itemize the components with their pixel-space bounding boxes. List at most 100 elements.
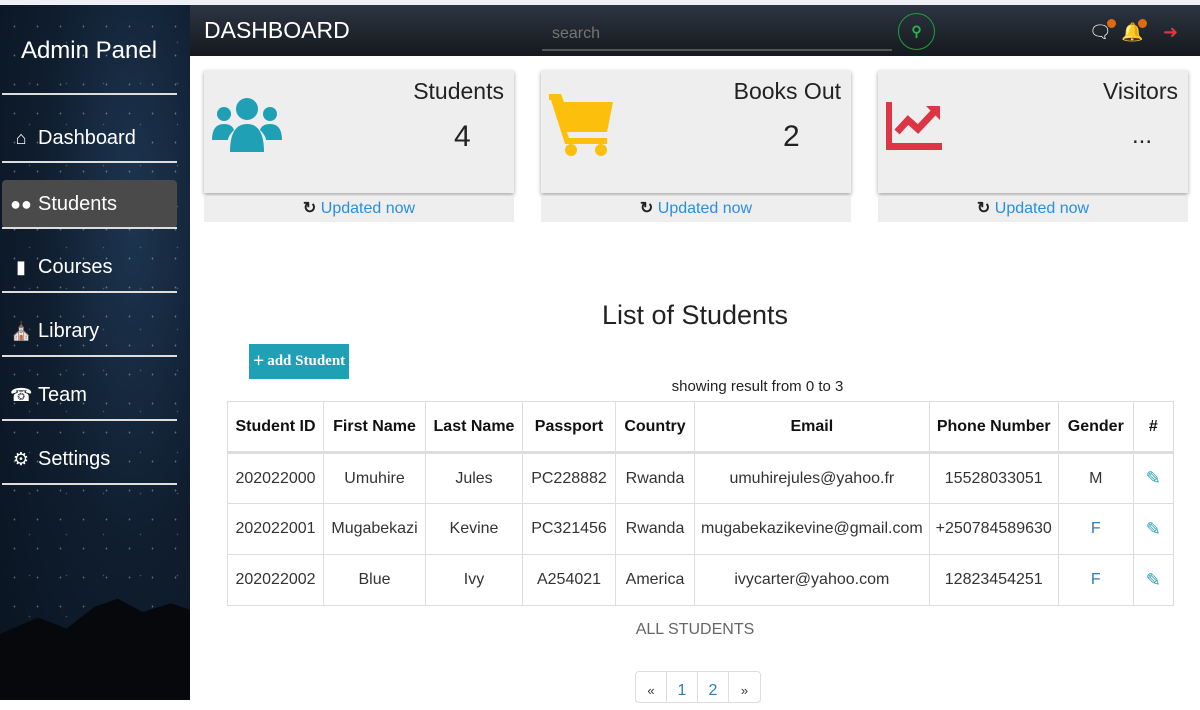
messages-button[interactable]: 🗨 (1089, 19, 1116, 43)
bell-icon: 🔔 (1121, 22, 1144, 42)
all-students-link[interactable]: ALL STUDENTS (635, 621, 755, 638)
column-header: Email (694, 401, 930, 454)
sidebar-item-courses[interactable]: ▮ Courses (2, 227, 177, 293)
result-count: showing result from 0 to 3 (671, 378, 844, 395)
refresh-icon: ↻ (639, 200, 654, 217)
book-icon: ▮ (16, 256, 26, 277)
search-input[interactable] (542, 18, 892, 51)
headset-icon: ☎ (10, 384, 33, 405)
users-icon: ●● (10, 193, 32, 214)
top-bar: DASHBOARD ⚲ 🗨 🔔 ➜ (190, 5, 1200, 56)
table-cell: 202022002 (227, 554, 324, 606)
edit-icon: ✎ (1145, 569, 1161, 590)
stat-footer: ↻ Updated now (878, 196, 1188, 222)
table-cell: 202022000 (227, 452, 324, 504)
table-cell: A254021 (522, 554, 616, 606)
sidebar: Admin Panel ⌂ Dashboard ●● Students ▮ Cours… (0, 5, 190, 700)
sidebar-item-label: Courses (38, 255, 113, 278)
edit-button[interactable]: ✎ (1132, 554, 1174, 606)
column-header: Gender (1057, 401, 1134, 454)
column-header: Student ID (227, 401, 324, 454)
edit-button[interactable]: ✎ (1132, 503, 1174, 555)
users-icon (212, 98, 282, 152)
updated-link[interactable]: Updated now (994, 200, 1090, 217)
column-header: Last Name (425, 401, 523, 454)
table-cell: Rwanda (615, 452, 695, 504)
stat-card-students: Students 4 (204, 70, 514, 193)
table-cell: Jules (425, 452, 523, 504)
brand-title: Admin Panel (20, 37, 158, 64)
table-cell: ivycarter@yahoo.com (694, 554, 930, 606)
list-title: List of Students (601, 300, 789, 330)
sidebar-item-label: Students (38, 192, 117, 215)
pagination: « 1 2 » (635, 671, 761, 703)
stat-footer: ↻ Updated now (204, 196, 514, 222)
table-cell: PC321456 (522, 503, 616, 555)
stat-label: Students (413, 78, 504, 104)
table-cell: 12823454251 (928, 554, 1059, 606)
notification-dot (1106, 19, 1116, 28)
home-icon: ⌂ (15, 127, 27, 148)
stat-label: Visitors (1103, 78, 1178, 104)
table-cell: umuhirejules@yahoo.fr (694, 452, 930, 504)
page-2[interactable]: 2 (698, 672, 729, 702)
sidebar-item-dashboard[interactable]: ⌂ Dashboard (2, 93, 177, 163)
browser-strip (0, 0, 1200, 5)
sidebar-item-settings[interactable]: ⚙ Settings (2, 421, 177, 485)
search-icon: ⚲ (911, 23, 922, 39)
gears-icon: ⚙ (12, 448, 30, 469)
stat-footer: ↻ Updated now (541, 196, 851, 222)
column-header: Phone Number (928, 401, 1059, 454)
sidebar-item-label: Library (38, 319, 100, 342)
chart-line-icon (886, 102, 942, 150)
table-cell: 15528033051 (928, 452, 1059, 504)
stat-label: Books Out (733, 78, 841, 104)
notification-dot (1138, 19, 1148, 28)
table-cell: Umuhire (323, 452, 426, 504)
table-cell: F (1057, 503, 1134, 555)
chat-icon: 🗨 (1089, 22, 1112, 42)
sidebar-item-label: Team (38, 383, 87, 406)
next-page[interactable]: » (740, 683, 749, 698)
stat-card-books-out: Books Out 2 (541, 70, 851, 193)
cart-icon (549, 94, 613, 156)
prev-page[interactable]: « (636, 672, 667, 702)
edit-icon: ✎ (1145, 518, 1161, 539)
updated-link[interactable]: Updated now (320, 200, 416, 217)
add-student-button[interactable]: + add Student (249, 344, 349, 379)
stat-value: 4 (454, 120, 471, 153)
edit-button[interactable]: ✎ (1132, 452, 1174, 504)
table-row: 202022001 Mugabekazi Kevine PC321456 Rwanda m… (227, 503, 1174, 555)
edit-icon: ✎ (1145, 468, 1161, 488)
search-button[interactable]: ⚲ (898, 13, 935, 50)
students-table: Student ID First Name Last Name Passport Cou… (227, 401, 1174, 606)
updated-link[interactable]: Updated now (657, 200, 753, 217)
table-header-row: Student ID First Name Last Name Passport Cou… (227, 401, 1174, 454)
logout-button[interactable]: ➜ (1163, 22, 1178, 43)
add-student-label: add Student (267, 353, 346, 369)
refresh-icon: ↻ (302, 200, 317, 217)
table-cell: 202022001 (227, 503, 324, 555)
sidebar-item-library[interactable]: ⛪ Library (2, 293, 177, 357)
table-cell: +250784589630 (928, 503, 1059, 555)
table-cell: Mugabekazi (323, 503, 426, 555)
page-1[interactable]: 1 (667, 672, 698, 702)
sidebar-item-label: Dashboard (38, 126, 136, 149)
sidebar-item-team[interactable]: ☎ Team (2, 357, 177, 421)
sidebar-item-students[interactable]: ●● Students (2, 180, 177, 228)
table-cell: F (1057, 554, 1134, 606)
table-row: 202022002 Blue Ivy A254021 America ivycarter@… (227, 554, 1174, 606)
refresh-icon: ↻ (976, 200, 991, 217)
stat-value: 2 (783, 120, 800, 153)
school-icon: ⛪ (10, 320, 33, 341)
notifications-button[interactable]: 🔔 (1121, 19, 1148, 43)
column-header: Passport (522, 401, 616, 454)
column-header: First Name (323, 401, 426, 454)
table-cell: Blue (323, 554, 426, 606)
logout-icon: ➜ (1163, 22, 1179, 42)
sidebar-background (0, 5, 190, 700)
column-header: # (1132, 401, 1174, 454)
table-cell: Kevine (425, 503, 523, 555)
table-cell: PC228882 (522, 452, 616, 504)
table-cell: mugabekazikevine@gmail.com (694, 503, 930, 555)
